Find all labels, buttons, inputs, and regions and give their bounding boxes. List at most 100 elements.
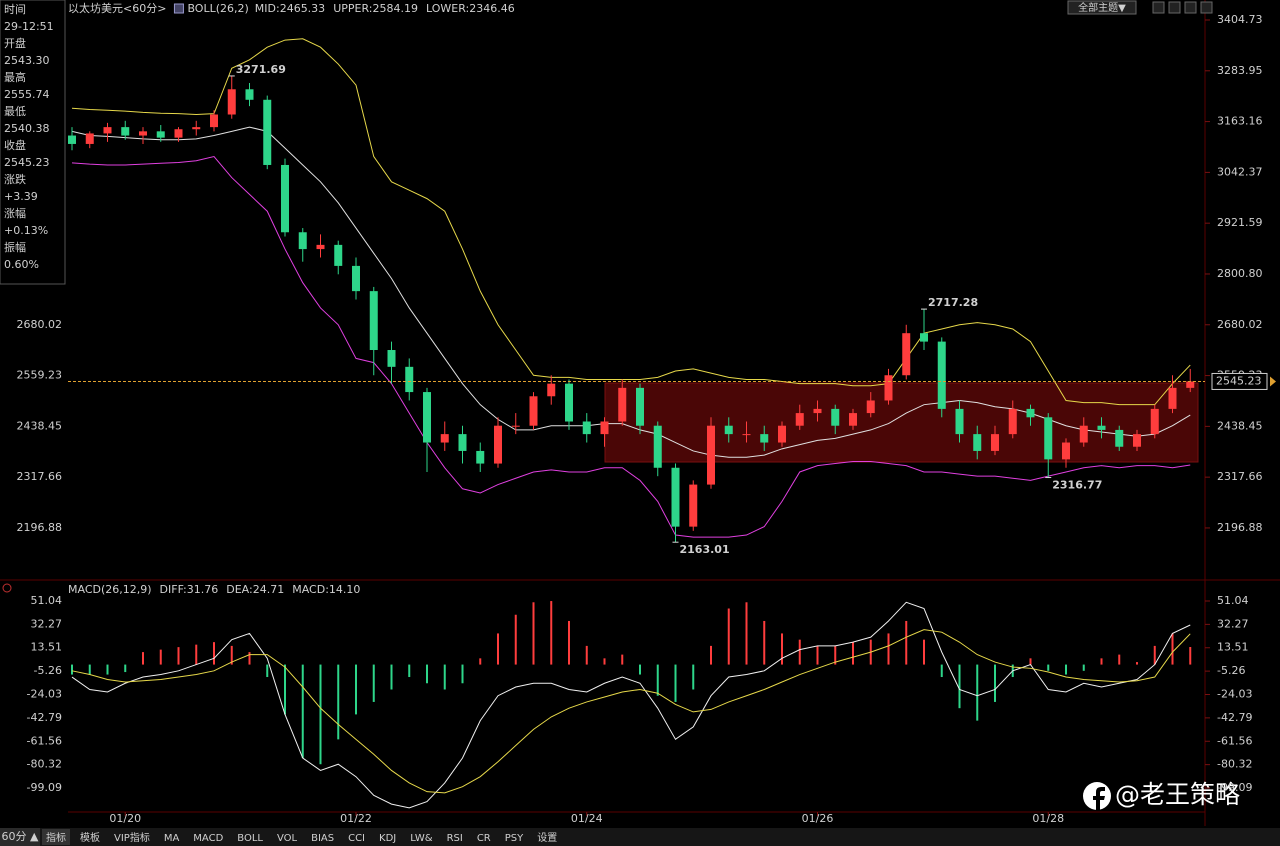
y-tick-label-left: 51.04 [31, 594, 63, 607]
window-button[interactable] [1168, 1, 1181, 14]
y-tick-label: 2196.88 [1217, 521, 1263, 534]
y-tick-label-left: -61.56 [27, 734, 62, 747]
toolbar-tab[interactable]: VIP指标 [114, 831, 150, 844]
macd-header-text: DIFF:31.76 [160, 583, 219, 596]
y-tick-label-left: 2438.45 [17, 419, 63, 432]
y-tick-label: 51.04 [1217, 594, 1249, 607]
series-line [71, 156, 1191, 538]
x-tick-label: 01/28 [1032, 812, 1064, 825]
info-label: 时间 [4, 3, 26, 16]
info-value: +3.39 [4, 190, 38, 203]
info-label: 振幅 [4, 240, 26, 254]
candle-body [849, 413, 857, 426]
toolbar-tab[interactable]: MA [164, 833, 180, 844]
toolbar-tab[interactable]: 指标 [46, 831, 66, 844]
toolbar-tab[interactable]: VOL [277, 833, 298, 844]
annotation: 3271.69 [236, 63, 286, 76]
info-value: 2555.74 [4, 88, 50, 101]
y-tick-label: 13.51 [1217, 641, 1249, 654]
candle-body [334, 244, 343, 266]
y-tick-label: 32.27 [1217, 617, 1249, 630]
candle-body [174, 129, 183, 138]
panel-icon [2, 583, 12, 593]
last-price-box [1211, 372, 1268, 390]
toolbar-tab[interactable]: LW& [410, 833, 433, 844]
window-button[interactable] [1200, 1, 1213, 14]
candle-body [494, 425, 502, 464]
y-tick-label: -99.09 [1217, 781, 1252, 794]
window-button[interactable] [1152, 1, 1165, 14]
theme-button[interactable]: 全部主题▼ [1078, 1, 1126, 14]
highlight-box [604, 382, 1199, 463]
toolbar-tab[interactable]: CCI [348, 833, 365, 844]
info-label: 涨幅 [4, 207, 26, 220]
candle-body [600, 421, 609, 435]
candle-body [813, 408, 822, 414]
y-tick-label-left: -80.32 [27, 758, 62, 771]
info-label: 最高 [4, 70, 26, 84]
candle-body [458, 434, 467, 451]
candle-body [884, 375, 893, 401]
info-value: +0.13% [4, 224, 48, 237]
y-tick-label: 3283.95 [1217, 64, 1263, 77]
y-tick-label: -24.03 [1217, 688, 1252, 701]
info-value: 2543.30 [4, 54, 50, 67]
theme-button-box[interactable] [1067, 0, 1137, 15]
candle-body [1008, 408, 1017, 435]
last-price-arrow [1270, 376, 1276, 387]
y-tick-label-left: -99.09 [27, 781, 62, 794]
candle-body [689, 484, 698, 527]
info-label: 涨跌 [4, 172, 26, 186]
candle-body [1062, 442, 1070, 460]
candle-body [103, 127, 112, 134]
toolbar-tab[interactable]: RSI [447, 833, 463, 844]
candle-body [955, 408, 964, 435]
last-price-label: 2545.23 [1216, 374, 1262, 387]
candle-body [1097, 425, 1106, 430]
candle-body [547, 383, 556, 397]
annotation: 2163.01 [680, 543, 730, 556]
candle-body [653, 425, 662, 468]
toolbar-tab[interactable]: BOLL [237, 833, 263, 844]
candle-body [707, 425, 715, 485]
toolbar-tab[interactable]: PSY [505, 833, 524, 844]
header-text: 以太坊美元 [68, 1, 123, 15]
toolbar-tab[interactable]: MACD [193, 833, 223, 844]
candle-body [281, 164, 289, 233]
y-tick-label: 2800.80 [1217, 267, 1263, 280]
candle-body [778, 425, 786, 443]
y-tick-label: 2438.45 [1217, 419, 1263, 432]
toolbar-tab[interactable]: BIAS [311, 833, 334, 844]
candle-body [423, 392, 431, 443]
candle-body [1079, 425, 1088, 443]
facebook-f [1093, 787, 1105, 811]
candle-body [760, 434, 769, 443]
y-tick-label-left: 2317.66 [17, 470, 63, 483]
period-button[interactable]: 60分 ▲ [2, 830, 39, 843]
toolbar-tab[interactable]: 模板 [80, 831, 100, 844]
candle-body [227, 89, 236, 115]
candle-body [440, 434, 449, 443]
toolbar-tab[interactable]: 设置 [537, 832, 557, 844]
candle-body [973, 434, 982, 451]
header-text: LOWER:2346.46 [426, 2, 515, 15]
header-text: UPPER:2584.19 [333, 2, 418, 15]
candle-body [618, 387, 627, 422]
candle-body [582, 421, 591, 435]
toolbar-tab[interactable]: CR [477, 833, 491, 844]
period-box [0, 828, 40, 846]
macd-header-text: DEA:24.71 [226, 583, 284, 596]
x-tick-label: 01/24 [571, 812, 603, 825]
window-button[interactable] [1184, 1, 1197, 14]
y-tick-label-left: 2196.88 [17, 521, 63, 534]
candle-body [85, 133, 94, 144]
info-label: 收盘 [4, 138, 26, 152]
candle-body [1186, 381, 1195, 388]
y-tick-label-left: 32.27 [31, 617, 63, 630]
x-tick-label: 01/22 [340, 812, 372, 825]
toolbar-tab[interactable]: KDJ [379, 833, 396, 844]
candle-body [156, 131, 165, 138]
y-tick-label-left: -42.79 [27, 711, 62, 724]
y-tick-label: -61.56 [1217, 734, 1252, 747]
